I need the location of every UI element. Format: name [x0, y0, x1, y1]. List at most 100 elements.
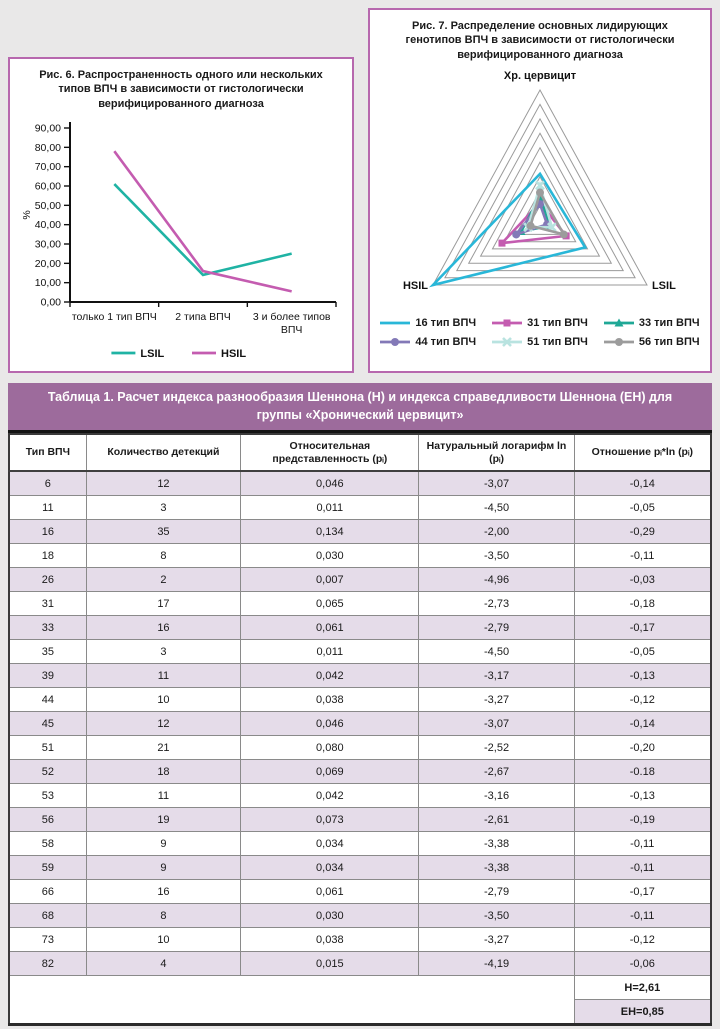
table-cell: -3,07: [418, 470, 575, 497]
table-cell: -3,38: [418, 855, 575, 881]
table-cell: -3,27: [418, 687, 575, 713]
svg-text:90,00: 90,00: [35, 122, 61, 134]
legend-label: 16 тип ВПЧ: [415, 316, 477, 329]
fig7-panel: Рис. 7. Распределение основных лидирующи…: [368, 8, 712, 373]
table-cell: 0,065: [240, 591, 420, 617]
legend-marker-icon: [492, 336, 523, 347]
table1-panel: Таблица 1. Расчет индекса разнообразия Ш…: [8, 383, 712, 1027]
table-cell: -3,27: [418, 927, 575, 953]
svg-text:70,00: 70,00: [35, 161, 61, 173]
table-cell: -3,38: [418, 831, 575, 857]
table-cell: 9: [85, 831, 242, 857]
table-cell: 8: [85, 903, 242, 929]
table-cell: 3: [85, 639, 242, 665]
table-cell: -0,12: [573, 927, 712, 953]
table-row: 11 3 0,011 -4,50 -0,05: [8, 495, 712, 521]
table-cell: -4,50: [418, 495, 575, 521]
legend-item: 31 тип ВПЧ: [492, 317, 588, 329]
table-cell: 0,080: [240, 735, 420, 761]
table-row: 53 11 0,042 -3,16 -0,13: [8, 783, 712, 809]
fig7-legend: 16 тип ВПЧ 31 тип ВПЧ 33 тип ВПЧ 44 тип ВПЧ…: [370, 317, 710, 348]
table-cell: 0,007: [240, 567, 420, 593]
shannon-eh-value: ЕН=0,85: [573, 999, 712, 1026]
table-cell: 0,046: [240, 470, 420, 497]
table-cell: 9: [85, 855, 242, 881]
header-row: Тип ВПЧ Количество детекций Относительная …: [8, 433, 712, 473]
column-header: Относительная представленность (pᵢ): [240, 433, 420, 473]
table-cell: 82: [8, 951, 87, 977]
svg-text:50,00: 50,00: [35, 200, 61, 212]
hpv-table-head: Тип ВПЧ Количество детекций Относительная …: [8, 433, 712, 473]
table-row: 66 16 0,061 -2,79 -0,17: [8, 879, 712, 905]
table-cell: 0,042: [240, 783, 420, 809]
table-row: 73 10 0,038 -3,27 -0,12: [8, 927, 712, 953]
table-cell: -2,79: [418, 615, 575, 641]
fig6-line-chart: 0,00 10,00 20,00 30,00 40,00 50,00 60,00 70,00 8…: [21, 121, 337, 360]
summary-row-eh: ЕН=0,85: [9, 999, 712, 1026]
table-cell: -2,52: [418, 735, 575, 761]
table-cell: -0,12: [573, 687, 712, 713]
svg-text:ВПЧ: ВПЧ: [281, 324, 303, 336]
legend-label: 56 тип ВПЧ: [638, 335, 700, 348]
table-cell: 3: [85, 495, 242, 521]
table-cell: 0,061: [240, 615, 420, 641]
table-cell: -0,03: [573, 567, 712, 593]
radar-series-56 тип ВПЧ: [526, 188, 568, 239]
svg-text:10,00: 10,00: [35, 277, 61, 289]
table-cell: 16: [85, 879, 242, 905]
svg-text:20,00: 20,00: [35, 258, 61, 270]
table-cell: 0,042: [240, 663, 420, 689]
table-cell: 0,038: [240, 927, 420, 953]
table-cell: 16: [8, 519, 87, 545]
hpv-table-body: 6 12 0,046 -3,07 -0,14 11 3 0,011 -4,50 -0,05 16 35…: [8, 470, 712, 1026]
table-cell: 2: [85, 567, 242, 593]
shannon-h-value: Н=2,61: [573, 975, 712, 1001]
table-cell: 45: [8, 711, 87, 737]
table-cell: 16: [85, 615, 242, 641]
table-cell: 0,038: [240, 687, 420, 713]
table-cell: -2,67: [418, 759, 575, 785]
table-cell: -0,05: [573, 639, 712, 665]
svg-text:3 и более типов: 3 и более типов: [253, 311, 331, 323]
legend-marker-icon: [603, 318, 634, 327]
radar-series-16 тип ВПЧ: [428, 171, 588, 288]
table-cell: -0,14: [573, 711, 712, 737]
table-cell: 0,061: [240, 879, 420, 905]
table-cell: 0,030: [240, 903, 420, 929]
table-cell: 4: [85, 951, 242, 977]
table-cell: 0,011: [240, 495, 420, 521]
table-cell: -0,11: [573, 855, 712, 881]
table-cell: 17: [85, 591, 242, 617]
axis-label-hsil: HSIL: [403, 280, 428, 292]
table-cell: 53: [8, 783, 87, 809]
table-cell: -2,73: [418, 591, 575, 617]
table-cell: -4,96: [418, 567, 575, 593]
table-cell: 8: [85, 543, 242, 569]
table-cell: -3,16: [418, 783, 575, 809]
svg-text:%: %: [21, 210, 33, 219]
legend-item: 51 тип ВПЧ: [492, 336, 588, 348]
table-cell: 0,011: [240, 639, 420, 665]
table1-title: Таблица 1. Расчет индекса разнообразия Ш…: [8, 383, 712, 433]
table-row: 35 3 0,011 -4,50 -0,05: [8, 639, 712, 665]
table-cell: -0,06: [573, 951, 712, 977]
table-row: 82 4 0,015 -4,19 -0,06: [8, 951, 712, 977]
svg-text:2 типа ВПЧ: 2 типа ВПЧ: [175, 311, 230, 323]
table-cell: -4,19: [418, 951, 575, 977]
table-cell: -0,17: [573, 879, 712, 905]
table-row: 6 12 0,046 -3,07 -0,14: [8, 470, 712, 497]
empty-cell: [8, 975, 575, 1025]
table-cell: 68: [8, 903, 87, 929]
table-cell: 0,073: [240, 807, 420, 833]
table-cell: 26: [8, 567, 87, 593]
table-cell: 12: [85, 470, 242, 497]
table-cell: 56: [8, 807, 87, 833]
table-cell: 39: [8, 663, 87, 689]
legend: LSIL HSIL: [111, 348, 246, 360]
table-cell: -0,11: [573, 543, 712, 569]
legend-marker-icon: [603, 337, 634, 346]
table-cell: 33: [8, 615, 87, 641]
column-header: Тип ВПЧ: [8, 433, 87, 473]
series-HSIL: [113, 150, 292, 293]
table-cell: -0,05: [573, 495, 712, 521]
